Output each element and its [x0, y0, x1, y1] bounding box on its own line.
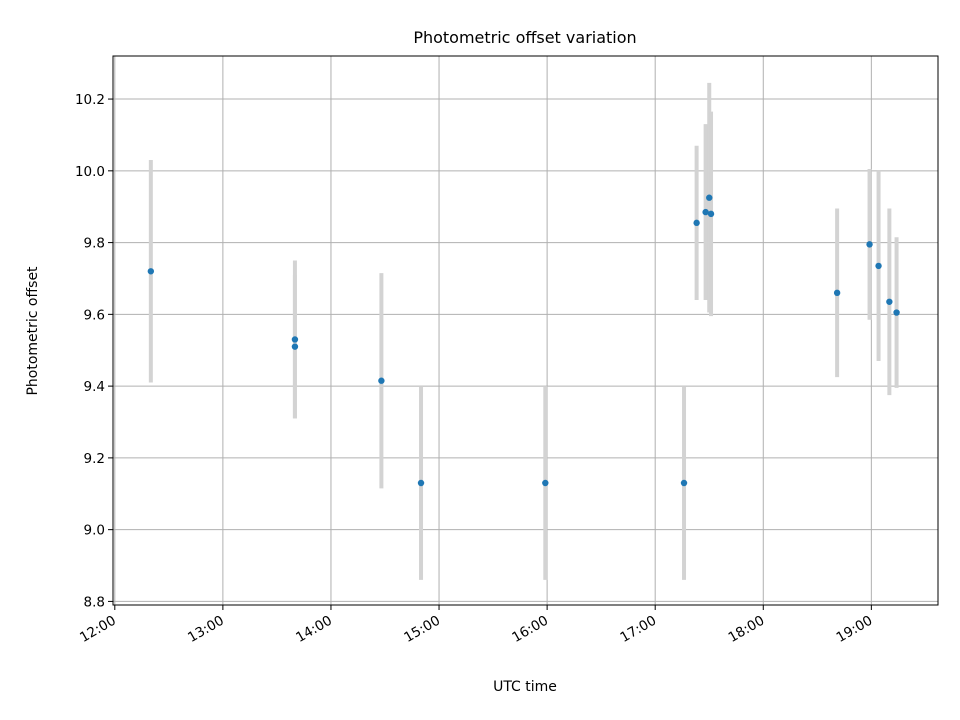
grid — [113, 56, 938, 605]
x-tick-label: 13:00 — [185, 613, 227, 646]
data-point — [378, 377, 385, 384]
data-point — [866, 241, 873, 248]
y-tick-label: 10.0 — [75, 164, 105, 180]
y-tick-label: 9.0 — [84, 523, 105, 539]
y-tick-label: 8.8 — [84, 594, 105, 610]
x-tick-label: 17:00 — [618, 613, 660, 646]
data-point — [707, 210, 715, 218]
x-axis-label: UTC time — [493, 679, 557, 695]
chart-title: Photometric offset variation — [413, 28, 636, 47]
data-point — [886, 298, 893, 305]
data-point — [291, 343, 299, 350]
x-axis-ticks: 12:00 13:00 14:00 15:00 16:00 17:00 18:00 19:00 — [77, 605, 875, 646]
data-point — [875, 262, 882, 270]
data-point — [147, 268, 155, 275]
x-tick-label: 14:00 — [293, 613, 335, 646]
data-point — [542, 479, 549, 487]
data-point — [706, 194, 713, 201]
data-point — [833, 289, 841, 297]
x-tick-label: 12:00 — [77, 613, 119, 646]
data-point — [680, 479, 688, 487]
data-point — [702, 208, 709, 216]
y-axis-ticks: 8.8 9.0 9.2 9.4 9.6 9.8 10.0 10.2 — [75, 92, 113, 610]
y-tick-label: 9.6 — [84, 307, 105, 323]
y-axis-label: Photometric offset — [25, 266, 41, 396]
plot-frame — [112, 55, 939, 606]
data-point — [417, 479, 425, 487]
y-tick-label: 9.2 — [84, 451, 105, 467]
x-tick-label: 18:00 — [726, 613, 768, 646]
error-bars — [148, 82, 899, 580]
x-tick-label: 19:00 — [834, 613, 876, 646]
x-tick-label: 16:00 — [509, 613, 551, 646]
data-point — [893, 309, 900, 316]
y-tick-label: 9.4 — [84, 379, 105, 395]
x-tick-label: 15:00 — [401, 613, 443, 646]
y-tick-label: 9.8 — [84, 236, 105, 252]
y-tick-label: 10.2 — [75, 92, 105, 108]
data-points — [147, 194, 900, 487]
data-point — [291, 336, 299, 343]
data-point — [693, 219, 700, 227]
